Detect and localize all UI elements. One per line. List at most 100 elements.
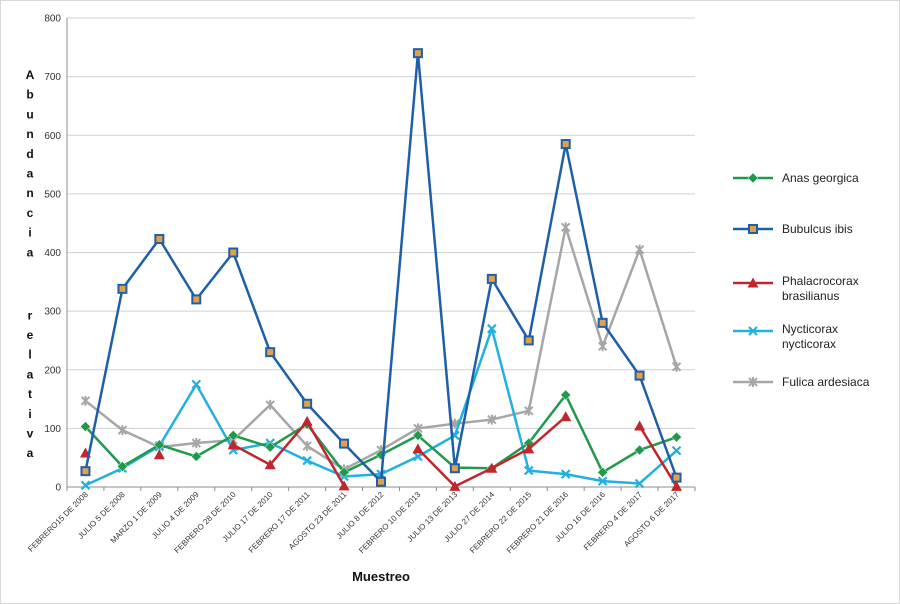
- data-point: [634, 370, 645, 381]
- data-point: [413, 451, 423, 462]
- y-tick-label: 0: [55, 483, 61, 494]
- data-point: [671, 361, 682, 372]
- y-axis-title-char: c: [27, 206, 34, 220]
- data-point: [634, 444, 645, 456]
- y-axis-title-char: u: [26, 107, 33, 121]
- data-point: [117, 425, 128, 436]
- y-axis-title-char: v: [27, 427, 34, 441]
- data-point: [265, 347, 276, 358]
- data-point: [412, 48, 423, 59]
- data-point: [191, 379, 202, 390]
- series-bubulcus-ibis: [80, 48, 682, 487]
- series-line: [232, 420, 346, 487]
- y-tick-label: 100: [44, 424, 61, 435]
- legend: Anas georgica Bubulcus ibis Phalacrocoraxb…: [733, 171, 870, 389]
- y-tick-label: 500: [44, 189, 61, 200]
- data-point: [80, 421, 91, 432]
- data-point: [597, 341, 608, 352]
- data-point: [486, 462, 498, 473]
- legend-label: Nycticorax: [782, 322, 838, 336]
- data-point: [560, 389, 572, 401]
- data-point: [449, 463, 460, 474]
- data-point: [376, 476, 386, 487]
- data-point: [153, 449, 165, 460]
- y-axis-title-char: l: [28, 348, 31, 362]
- data-point: [523, 465, 534, 476]
- data-point: [671, 472, 682, 483]
- data-point: [301, 415, 313, 426]
- y-axis-title-char: b: [26, 88, 33, 102]
- data-point: [748, 326, 758, 336]
- data-point: [302, 398, 313, 409]
- data-point: [486, 273, 497, 284]
- data-point: [338, 466, 350, 478]
- data-point: [747, 172, 759, 184]
- data-point: [302, 440, 312, 451]
- y-axis-title-char: e: [27, 328, 34, 342]
- data-point: [487, 414, 497, 425]
- data-point: [560, 139, 571, 150]
- data-point: [265, 399, 275, 410]
- data-point: [80, 480, 91, 491]
- legend-item: Anas georgica: [733, 171, 859, 185]
- y-axis-title-char: a: [27, 245, 34, 259]
- y-axis-title-char: a: [27, 167, 34, 181]
- data-point: [191, 438, 202, 449]
- data-point: [748, 224, 758, 234]
- data-point: [449, 480, 461, 491]
- legend-label: nycticorax: [782, 337, 836, 351]
- series-group: [79, 48, 683, 491]
- data-point: [671, 480, 683, 491]
- data-point: [117, 283, 128, 294]
- data-point: [339, 438, 350, 449]
- legend-item: Bubulcus ibis: [733, 222, 853, 236]
- data-point: [264, 459, 276, 470]
- y-axis-title-char: n: [26, 127, 33, 141]
- y-tick-label: 600: [44, 131, 61, 142]
- data-point: [228, 247, 239, 258]
- legend-label: Phalacrocorax: [782, 274, 859, 288]
- data-point: [338, 480, 350, 491]
- data-point: [560, 469, 571, 479]
- legend-label: brasilianus: [782, 289, 839, 303]
- y-axis-title-char: a: [27, 367, 34, 381]
- data-point: [748, 377, 758, 387]
- data-point: [487, 323, 497, 334]
- data-point: [80, 466, 91, 477]
- y-tick-label: 700: [44, 72, 61, 83]
- data-point: [117, 461, 128, 472]
- data-point: [190, 451, 202, 462]
- data-point: [634, 420, 646, 431]
- data-point: [80, 395, 91, 406]
- data-point: [560, 222, 571, 233]
- data-point: [560, 411, 572, 422]
- data-point: [302, 455, 312, 466]
- legend-label: Bubulcus ibis: [782, 222, 853, 236]
- y-tick-label: 300: [44, 307, 61, 318]
- series-line: [638, 425, 678, 488]
- data-point: [154, 234, 165, 245]
- y-axis-title-char: i: [28, 407, 31, 421]
- y-tick-label: 800: [44, 14, 61, 25]
- data-point: [634, 478, 645, 489]
- data-point: [597, 476, 608, 486]
- y-tick-label: 200: [44, 365, 61, 376]
- data-point: [747, 277, 759, 288]
- y-axis-title-char: t: [28, 387, 32, 401]
- data-point: [227, 439, 239, 450]
- data-point: [412, 443, 424, 454]
- data-point: [634, 244, 645, 255]
- data-point: [597, 317, 608, 328]
- y-axis-title-char: a: [27, 446, 34, 460]
- y-axis-title-char: d: [26, 147, 33, 161]
- data-point: [523, 335, 534, 346]
- data-point: [264, 441, 276, 453]
- data-point: [671, 445, 682, 456]
- y-axis-title-char: i: [28, 226, 31, 240]
